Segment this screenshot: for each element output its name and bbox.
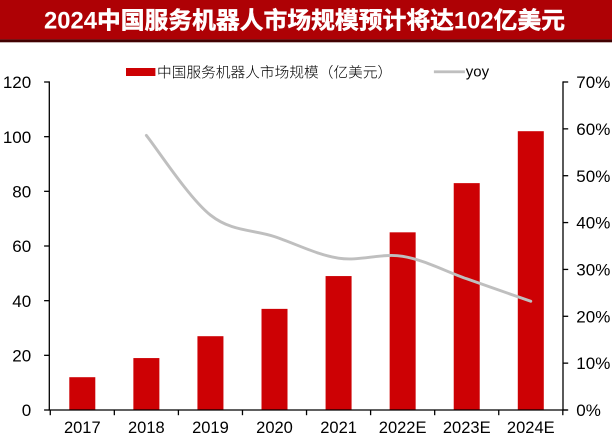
svg-text:2019: 2019 xyxy=(192,419,229,437)
svg-text:70%: 70% xyxy=(576,73,610,92)
svg-text:120: 120 xyxy=(3,73,31,92)
svg-text:100: 100 xyxy=(3,128,31,147)
svg-text:2023E: 2023E xyxy=(443,419,491,437)
svg-text:2017: 2017 xyxy=(64,419,101,437)
svg-text:40: 40 xyxy=(12,292,31,311)
svg-text:30%: 30% xyxy=(576,261,610,280)
svg-text:2024E: 2024E xyxy=(507,419,555,437)
svg-text:50%: 50% xyxy=(576,167,610,186)
svg-text:102: 102 xyxy=(454,8,494,35)
svg-text:2021: 2021 xyxy=(320,419,357,437)
svg-text:2024: 2024 xyxy=(44,8,98,35)
svg-text:20: 20 xyxy=(12,346,31,365)
svg-text:10%: 10% xyxy=(576,354,610,373)
svg-text:2018: 2018 xyxy=(128,419,165,437)
svg-text:0: 0 xyxy=(22,401,31,420)
svg-text:60: 60 xyxy=(12,237,31,256)
svg-text:80: 80 xyxy=(12,182,31,201)
svg-text:0%: 0% xyxy=(576,401,601,420)
svg-text:2022E: 2022E xyxy=(379,419,427,437)
svg-text:60%: 60% xyxy=(576,120,610,139)
svg-text:yoy: yoy xyxy=(466,64,490,81)
svg-text:40%: 40% xyxy=(576,214,610,233)
svg-text:2020: 2020 xyxy=(256,419,293,437)
svg-text:20%: 20% xyxy=(576,307,610,326)
